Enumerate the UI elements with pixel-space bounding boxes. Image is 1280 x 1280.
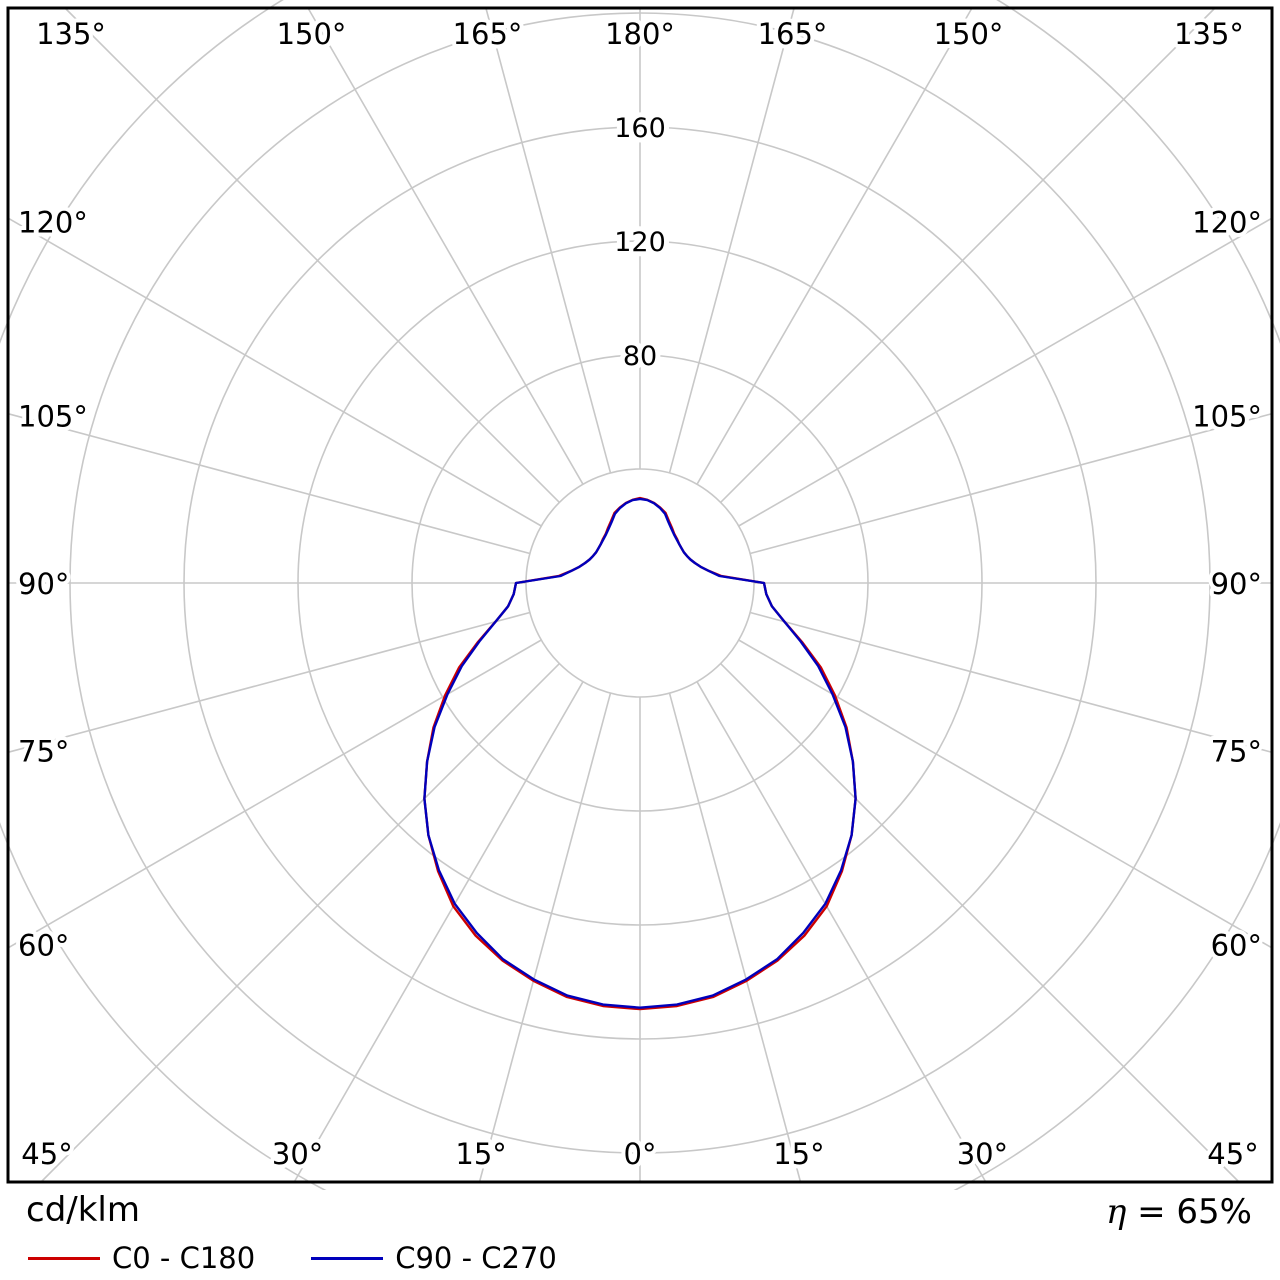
angle-label-left-75: 75°: [18, 735, 69, 769]
legend-line-c0-c180: [28, 1257, 100, 1260]
grid-ray-right-135: [720, 7, 1216, 503]
legend-row: C0 - C180 C90 - C270: [28, 1244, 613, 1273]
angle-label-right-75: 75°: [1211, 735, 1262, 769]
ring-label-160: 160: [614, 113, 666, 144]
grid-ray-left-135: [64, 7, 560, 503]
angle-label-right-120: 120°: [1192, 206, 1262, 240]
grid-ray-right-165: [668, 7, 795, 474]
angle-label-left-150: 150°: [277, 17, 347, 51]
angle-label-right-0: 0°: [624, 1137, 657, 1171]
grid-ray-right-45: [720, 663, 1240, 1183]
angle-label-right-60: 60°: [1211, 928, 1262, 962]
angle-label-right-15: 15°: [773, 1137, 824, 1171]
angle-label-right-150: 150°: [934, 17, 1004, 51]
angle-label-right-105: 105°: [1192, 399, 1262, 433]
grid-ray-right-75: [749, 611, 1273, 754]
angle-label-left-30: 30°: [272, 1137, 323, 1171]
angle-label-left-90: 90°: [18, 567, 69, 601]
angle-label-left-60: 60°: [18, 928, 69, 962]
ring-label-80: 80: [623, 341, 657, 372]
ring-label-120: 120: [614, 227, 666, 258]
angle-label-right-135: 135°: [1174, 17, 1244, 51]
angle-label-right-30: 30°: [957, 1137, 1008, 1171]
legend-label-c0-c180: C0 - C180: [112, 1241, 256, 1275]
angle-label-right-90: 90°: [1211, 567, 1262, 601]
legend-item-c90-c270: C90 - C270: [311, 1244, 557, 1273]
grid-ray-left-75: [7, 611, 531, 754]
angle-label-left-135: 135°: [36, 17, 106, 51]
grid-ray-right-30: [696, 681, 987, 1183]
grid-ray-right-15: [668, 692, 802, 1183]
grid-ray-left-60: [7, 639, 542, 949]
angle-label-right-180: 180°: [605, 17, 675, 51]
grid-ray-left-165: [485, 7, 612, 474]
legend-item-c0-c180: C0 - C180: [28, 1244, 255, 1273]
grid-ray-left-30: [293, 681, 584, 1183]
grid-ray-right-120: [738, 217, 1273, 527]
angle-label-left-120: 120°: [18, 206, 88, 240]
grid-ray-left-45: [40, 663, 560, 1183]
legend-label-c90-c270: C90 - C270: [395, 1241, 557, 1275]
plot-frame: [6, 6, 1274, 1184]
grid-ray-left-150: [307, 7, 584, 485]
grid-ray-left-105: [7, 412, 531, 555]
angle-label-left-15: 15°: [455, 1137, 506, 1171]
legend: cd/klm η = 65% C0 - C180 C90 - C270: [0, 1190, 1280, 1280]
units-label: cd/klm: [26, 1190, 140, 1230]
angle-label-left-165: 165°: [453, 17, 523, 51]
grid-ray-right-105: [749, 412, 1273, 555]
grid-ray-left-120: [7, 217, 542, 527]
grid-ray-right-60: [738, 639, 1273, 949]
legend-line-c90-c270: [311, 1257, 384, 1260]
grid-ray-left-15: [478, 692, 612, 1183]
angle-label-right-165: 165°: [758, 17, 828, 51]
polar-chart: 0° 15° 15° 30° 30° 45° 45° 60° 60° 75° 75° 90° 90° 10…: [0, 0, 1280, 1190]
grid-ray-right-150: [696, 7, 973, 485]
efficiency-value: η = 65%: [1105, 1192, 1252, 1232]
curve-c90-c270: [423, 497, 857, 1009]
angle-label-left-45: 45°: [21, 1137, 72, 1171]
angle-label-left-105: 105°: [18, 399, 88, 433]
grid-ring-40: [525, 468, 755, 698]
angle-label-right-45: 45°: [1207, 1137, 1258, 1171]
